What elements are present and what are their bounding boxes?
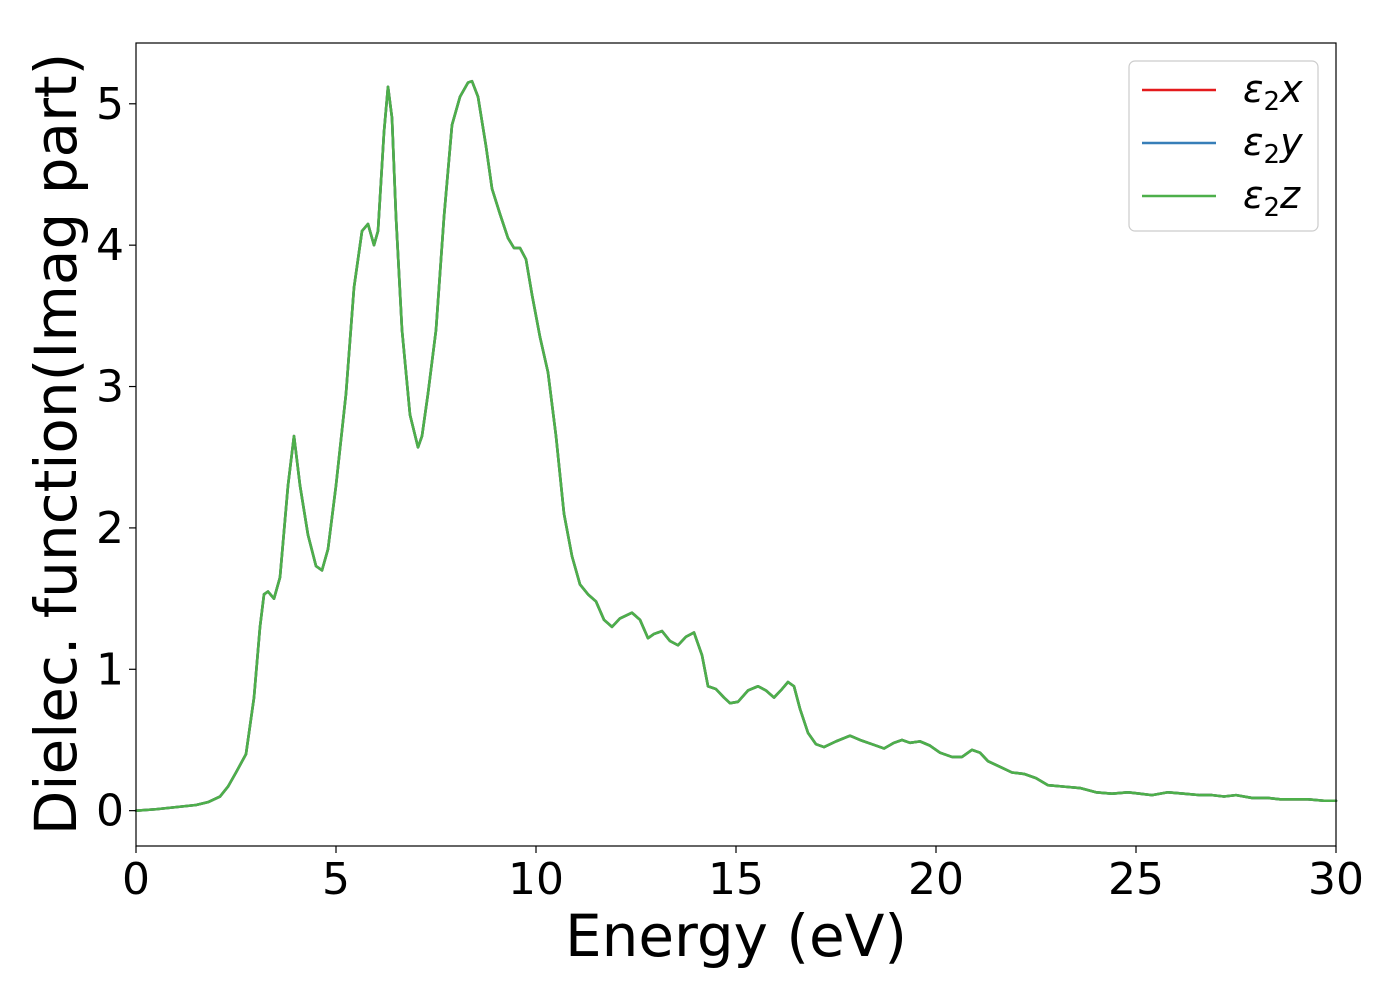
x-tick-label: 25 [1108, 854, 1164, 905]
x-axis: 0 5 10 15 20 25 30 [122, 846, 1364, 905]
x-tick-label: 10 [508, 854, 564, 905]
series-line-z [134, 79, 1338, 812]
x-tick-label: 15 [708, 854, 764, 905]
y-tick-label: 2 [96, 503, 124, 554]
legend-label-z: ε2z [1243, 173, 1301, 223]
y-tick-label: 0 [96, 786, 124, 837]
series-layer [134, 79, 1338, 812]
y-tick-label: 3 [96, 362, 124, 413]
x-tick-label: 20 [908, 854, 964, 905]
legend-label-x: ε2x [1243, 67, 1303, 117]
y-axis-label: Dielec. function(Imag part) [22, 53, 90, 836]
y-tick-label: 4 [96, 220, 124, 271]
x-tick-label: 0 [122, 854, 150, 905]
y-tick-label: 5 [96, 79, 124, 130]
y-axis: 0 1 2 3 4 5 [96, 79, 136, 837]
legend-box [1128, 60, 1319, 232]
x-tick-label: 5 [322, 854, 350, 905]
x-tick-label: 30 [1308, 854, 1364, 905]
legend-label-y: ε2y [1243, 120, 1303, 170]
y-tick-label: 1 [96, 644, 124, 695]
x-axis-label: Energy (eV) [565, 902, 907, 970]
